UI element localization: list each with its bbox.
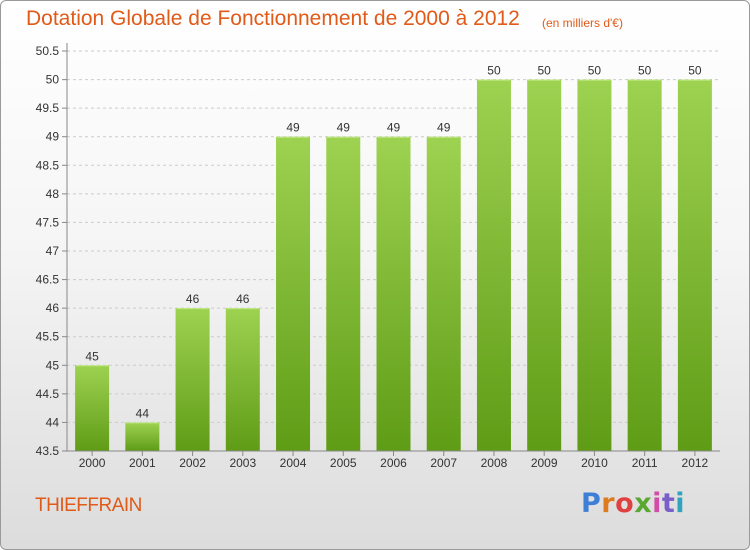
data-label: 44 [136,406,150,420]
bar [276,136,311,451]
y-tick-label: 43.5 [36,444,60,458]
bar [376,136,411,451]
y-tick-label: 47 [46,244,60,258]
bar [225,308,260,451]
x-tick-label: 2011 [632,456,658,470]
y-tick-label: 50.5 [36,44,60,58]
brand-letter: x [634,488,653,519]
x-tick-label: 2009 [531,456,558,470]
y-tick-label: 46.5 [36,273,60,287]
y-tick-label: 45.5 [36,330,60,344]
data-label: 46 [236,292,250,306]
proxiti-logo[interactable]: Proxiti [581,488,685,519]
y-tick-label: 47.5 [36,215,60,229]
data-label: 49 [437,121,451,135]
bar [326,136,361,451]
y-tick-label: 44 [46,415,60,429]
y-tick-label: 45 [46,358,60,372]
y-tick-label: 49.5 [36,101,60,115]
data-label: 49 [286,121,300,135]
brand-letter: i [652,488,662,519]
y-tick-label: 50 [46,73,60,87]
bars [75,79,712,452]
bar [527,79,562,452]
x-tick-label: 2012 [682,456,709,470]
brand-letter: P [581,488,602,519]
data-label: 50 [487,64,501,78]
y-tick-label: 48 [46,187,60,201]
data-label: 46 [186,292,200,306]
y-tick-label: 46 [46,301,60,315]
x-tick-label: 2003 [229,456,256,470]
data-label: 49 [337,121,351,135]
y-tick-label: 48.5 [36,158,60,172]
bar [627,79,662,452]
brand-letter: o [615,488,635,519]
x-tick-label: 2007 [430,456,457,470]
brand-letter: i [675,488,686,519]
bar [426,136,461,451]
bar [75,365,110,451]
bar [175,308,210,451]
chart-subtitle: (en milliers d'€) [542,16,623,30]
data-label: 49 [387,121,401,135]
data-label: 50 [688,64,702,78]
x-tick-label: 2006 [380,456,407,470]
x-tick-label: 2010 [581,456,608,470]
x-tick-label: 2008 [481,456,508,470]
chart-title: Dotation Globale de Fonctionnement de 20… [26,7,520,30]
brand-letter: t [661,488,676,519]
x-tick-label: 2001 [129,456,156,470]
data-label: 50 [638,64,652,78]
bar [476,79,511,452]
commune-name: THIEFFRAIN [35,495,142,516]
axes [62,43,720,456]
data-label: 50 [588,64,602,78]
x-tick-label: 2005 [330,456,357,470]
bar [125,422,160,451]
x-tick-label: 2004 [280,456,307,470]
x-tick-label: 2000 [79,456,106,470]
y-tick-label: 44.5 [36,387,60,401]
x-tick-label: 2002 [179,456,206,470]
y-tick-label: 49 [46,130,60,144]
labels: 43.5 44 44.5 45 45.5 46 46.5 47 47.5 48 48.5 49 49.5… [36,44,709,470]
data-label: 50 [538,64,552,78]
brand-letter: r [601,488,616,519]
data-label: 45 [85,349,99,363]
bar [677,79,712,452]
bar [577,79,612,452]
